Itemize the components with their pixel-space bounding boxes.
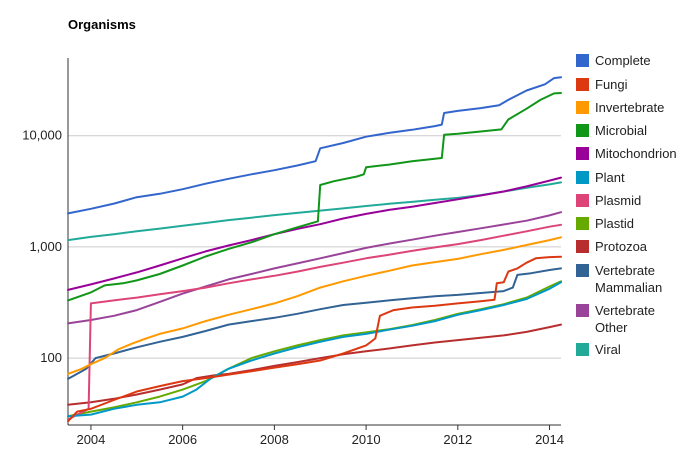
- legend-label-fungi[interactable]: Fungi: [595, 77, 628, 92]
- series-line-plant: [67, 281, 562, 418]
- legend-swatch-invertebrate[interactable]: [576, 101, 589, 114]
- series-line-vertebrate-other: [67, 211, 562, 325]
- legend[interactable]: Complete Fungi Invertebrate Microbial Mitoch…: [576, 53, 677, 357]
- legend-swatch-viral[interactable]: [576, 343, 589, 356]
- chart-title: Organisms: [68, 17, 136, 32]
- x-tick-label: 2010: [352, 432, 381, 447]
- legend-label-viral[interactable]: Viral: [595, 342, 621, 357]
- legend-label-vertebrate-other[interactable]: Vertebrate: [595, 303, 655, 318]
- series-line-protozoa: [67, 323, 562, 406]
- legend-label-mitochondrion[interactable]: Mitochondrion: [595, 146, 677, 161]
- x-tick-label: 2008: [260, 432, 289, 447]
- legend-swatch-fungi[interactable]: [576, 78, 589, 91]
- series-line-complete: [67, 76, 562, 215]
- series-line-viral: [67, 181, 562, 242]
- legend-swatch-microbial[interactable]: [576, 124, 589, 137]
- legend-label-vertebrate-mammalian[interactable]: Vertebrate: [595, 263, 655, 278]
- series-line-microbial: [67, 92, 562, 302]
- tick-labels: 100 1,000 10,000 2004 2006 2008 2010 2012 2014: [22, 128, 564, 447]
- x-tick-label: 2006: [168, 432, 197, 447]
- axes: [67, 58, 561, 430]
- legend-swatch-vertebrate-other[interactable]: [576, 304, 589, 317]
- legend-label-plasmid[interactable]: Plasmid: [595, 193, 641, 208]
- legend-label-complete[interactable]: Complete: [595, 53, 651, 68]
- legend-swatch-complete[interactable]: [576, 54, 589, 67]
- series-line-mitochondrion: [67, 176, 562, 291]
- grid-lines: [68, 135, 561, 359]
- x-tick-label: 2014: [535, 432, 564, 447]
- series-lines: [67, 76, 562, 423]
- legend-label-vertebrate-mammalian[interactable]: Mammalian: [595, 280, 662, 295]
- series-line-plasmid: [67, 223, 562, 421]
- series-line-vertebrate-mammalian: [67, 267, 562, 380]
- legend-label-protozoa[interactable]: Protozoa: [595, 239, 648, 254]
- legend-swatch-mitochondrion[interactable]: [576, 147, 589, 160]
- x-tick-label: 2012: [443, 432, 472, 447]
- series-line-plastid: [67, 280, 562, 418]
- legend-label-invertebrate[interactable]: Invertebrate: [595, 100, 664, 115]
- legend-label-plant[interactable]: Plant: [595, 170, 625, 185]
- legend-swatch-plant[interactable]: [576, 171, 589, 184]
- y-tick-label: 10,000: [22, 128, 62, 143]
- series-line-invertebrate: [67, 236, 562, 375]
- legend-label-plastid[interactable]: Plastid: [595, 216, 634, 231]
- x-tick-label: 2004: [76, 432, 105, 447]
- legend-label-vertebrate-other[interactable]: Other: [595, 320, 628, 335]
- y-tick-label: 100: [40, 350, 62, 365]
- y-tick-label: 1,000: [29, 239, 62, 254]
- legend-swatch-protozoa[interactable]: [576, 240, 589, 253]
- legend-swatch-plasmid[interactable]: [576, 194, 589, 207]
- legend-swatch-plastid[interactable]: [576, 217, 589, 230]
- series-line-fungi: [67, 255, 562, 423]
- legend-label-microbial[interactable]: Microbial: [595, 123, 647, 138]
- legend-swatch-vertebrate-mammalian[interactable]: [576, 264, 589, 277]
